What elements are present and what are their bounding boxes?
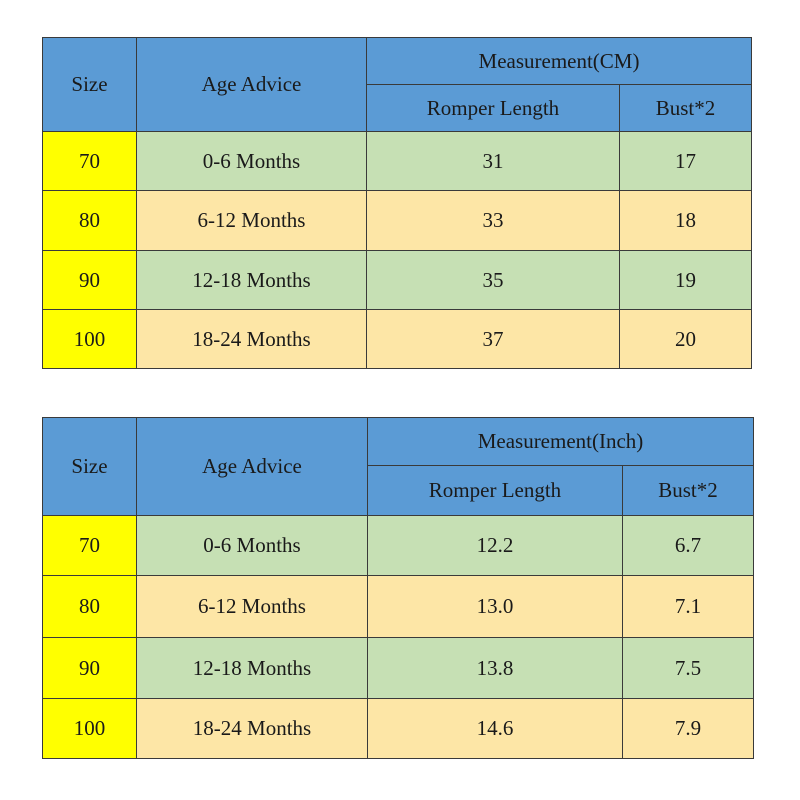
data-row: 70 0-6 Months 31 17 [42,131,752,191]
header-cell: Size [42,37,137,132]
size-table: Size Age Advice Measurement(CM) Romper Leng… [42,37,752,369]
header-cell: Age Advice [136,417,368,516]
data-cell: 31 [366,131,620,191]
data-row: 90 12-18 Months 35 19 [42,250,752,310]
data-cell: 12.2 [367,515,623,576]
data-cell: 0-6 Months [136,515,368,576]
data-cell: 7.9 [622,698,754,759]
data-cell: 14.6 [367,698,623,759]
size-cell: 100 [42,698,137,759]
data-cell: 0-6 Months [136,131,367,191]
data-cell: 18-24 Months [136,309,367,369]
size-cell: 80 [42,190,137,251]
data-row: 100 18-24 Months 14.6 7.9 [42,698,754,759]
header-cell: Bust*2 [622,465,754,516]
header-cell: Size [42,417,137,516]
size-cell: 90 [42,637,137,699]
size-cell: 80 [42,575,137,638]
header-row: Size Age Advice Measurement(Inch) [42,417,754,516]
header-cell: Bust*2 [619,84,752,132]
size-cell: 90 [42,250,137,310]
size-table: Size Age Advice Measurement(Inch) Romper Le… [42,417,754,759]
data-cell: 7.1 [622,575,754,638]
data-cell: 33 [366,190,620,251]
data-cell: 6-12 Months [136,190,367,251]
size-cell: 70 [42,131,137,191]
data-cell: 7.5 [622,637,754,699]
data-cell: 6.7 [622,515,754,576]
data-cell: 12-18 Months [136,250,367,310]
data-cell: 20 [619,309,752,369]
data-row: 100 18-24 Months 37 20 [42,309,752,369]
header-cell: Age Advice [136,37,367,132]
size-cell: 70 [42,515,137,576]
header-cell: Romper Length [367,465,623,516]
data-cell: 6-12 Months [136,575,368,638]
data-row: 90 12-18 Months 13.8 7.5 [42,637,754,699]
data-cell: 13.8 [367,637,623,699]
data-cell: 13.0 [367,575,623,638]
header-cell: Measurement(Inch) [367,417,754,466]
header-cell: Romper Length [366,84,620,132]
data-row: 80 6-12 Months 13.0 7.1 [42,575,754,638]
header-cell: Measurement(CM) [366,37,752,85]
data-cell: 17 [619,131,752,191]
data-cell: 37 [366,309,620,369]
data-cell: 19 [619,250,752,310]
data-cell: 35 [366,250,620,310]
size-cell: 100 [42,309,137,369]
data-row: 70 0-6 Months 12.2 6.7 [42,515,754,576]
header-row: Romper Length Bust*2 [43,84,752,132]
data-cell: 18 [619,190,752,251]
header-row: Size Age Advice Measurement(CM) [42,37,752,132]
data-row: 80 6-12 Months 33 18 [42,190,752,251]
data-cell: 12-18 Months [136,637,368,699]
data-cell: 18-24 Months [136,698,368,759]
